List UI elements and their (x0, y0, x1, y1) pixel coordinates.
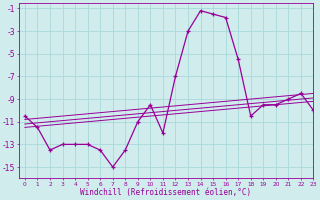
X-axis label: Windchill (Refroidissement éolien,°C): Windchill (Refroidissement éolien,°C) (81, 188, 252, 197)
